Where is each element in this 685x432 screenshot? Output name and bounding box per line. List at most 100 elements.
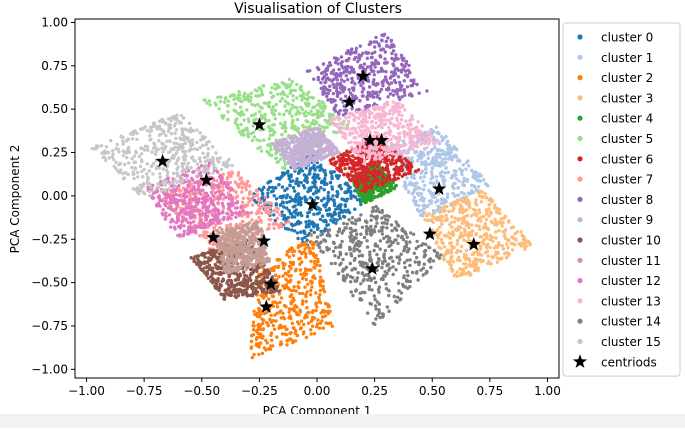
data-point	[447, 231, 451, 235]
data-point	[217, 288, 221, 292]
data-point	[295, 82, 299, 87]
data-point	[443, 178, 447, 183]
data-point	[287, 177, 291, 181]
data-point	[335, 82, 339, 87]
data-point	[321, 76, 326, 80]
data-point	[460, 221, 464, 226]
data-point	[285, 94, 290, 99]
data-point	[272, 226, 276, 230]
data-point	[471, 175, 475, 179]
data-point	[304, 166, 308, 170]
data-point	[392, 161, 396, 166]
data-point	[290, 215, 294, 219]
data-point	[305, 315, 309, 319]
data-point	[335, 78, 339, 82]
data-point	[484, 195, 488, 200]
data-point	[474, 231, 479, 236]
data-point	[439, 237, 444, 242]
data-point	[480, 234, 484, 239]
data-point	[232, 97, 236, 102]
data-point	[255, 265, 259, 269]
data-point	[232, 108, 236, 112]
data-point	[341, 90, 345, 94]
data-point	[270, 275, 275, 279]
data-point	[296, 222, 301, 226]
data-point	[276, 144, 280, 148]
data-point	[296, 163, 301, 168]
data-point	[303, 285, 307, 289]
data-point	[327, 78, 332, 82]
data-point	[525, 244, 529, 248]
data-point	[287, 269, 291, 274]
series-cluster-11	[214, 220, 271, 275]
data-point	[233, 121, 238, 125]
data-point	[408, 71, 412, 75]
data-point	[414, 150, 419, 154]
data-point	[364, 183, 368, 187]
data-point	[252, 268, 256, 272]
data-point	[401, 162, 406, 166]
data-point	[254, 279, 258, 283]
data-point	[301, 183, 306, 188]
data-point	[249, 91, 254, 96]
data-point	[233, 180, 238, 184]
data-point	[436, 207, 440, 211]
data-point	[312, 242, 316, 247]
data-point	[468, 264, 473, 268]
data-point	[519, 230, 523, 234]
data-point	[265, 256, 269, 261]
data-point	[412, 176, 417, 180]
data-point	[380, 33, 384, 37]
data-point	[258, 255, 263, 259]
data-point	[250, 264, 254, 268]
data-point	[259, 272, 263, 277]
data-point	[299, 326, 303, 330]
data-point	[313, 112, 317, 117]
data-point	[243, 292, 248, 296]
data-point	[299, 230, 303, 234]
data-point	[464, 257, 468, 262]
data-point	[328, 181, 333, 185]
data-point	[257, 322, 261, 327]
data-point	[289, 331, 293, 335]
data-point	[522, 234, 526, 239]
data-point	[293, 222, 297, 227]
data-point	[319, 163, 323, 167]
data-point	[207, 250, 212, 254]
data-point	[202, 235, 207, 239]
data-point	[289, 153, 293, 158]
data-point	[250, 232, 255, 236]
data-point	[292, 146, 297, 150]
data-point	[267, 118, 271, 123]
data-point	[496, 250, 500, 255]
data-point	[454, 155, 459, 159]
data-point	[252, 241, 256, 246]
data-point	[370, 165, 374, 169]
data-point	[331, 98, 335, 102]
data-point	[248, 190, 252, 194]
data-point	[236, 93, 241, 98]
data-point	[256, 274, 261, 279]
data-point	[222, 297, 227, 301]
data-point	[278, 195, 282, 199]
data-point	[325, 182, 329, 186]
data-point	[281, 274, 285, 278]
data-point	[425, 204, 429, 209]
data-point	[362, 62, 367, 66]
data-point	[361, 194, 365, 199]
data-point	[482, 237, 486, 242]
data-point	[259, 188, 264, 193]
data-point	[366, 196, 371, 200]
data-point	[212, 248, 216, 253]
data-point	[461, 218, 465, 223]
data-point	[310, 324, 315, 328]
data-point	[447, 209, 451, 214]
data-point	[299, 243, 304, 248]
data-point	[366, 79, 371, 84]
data-point	[225, 104, 230, 108]
data-point	[223, 269, 227, 273]
data-point	[431, 138, 436, 142]
data-point	[224, 291, 228, 295]
data-point	[307, 111, 311, 116]
